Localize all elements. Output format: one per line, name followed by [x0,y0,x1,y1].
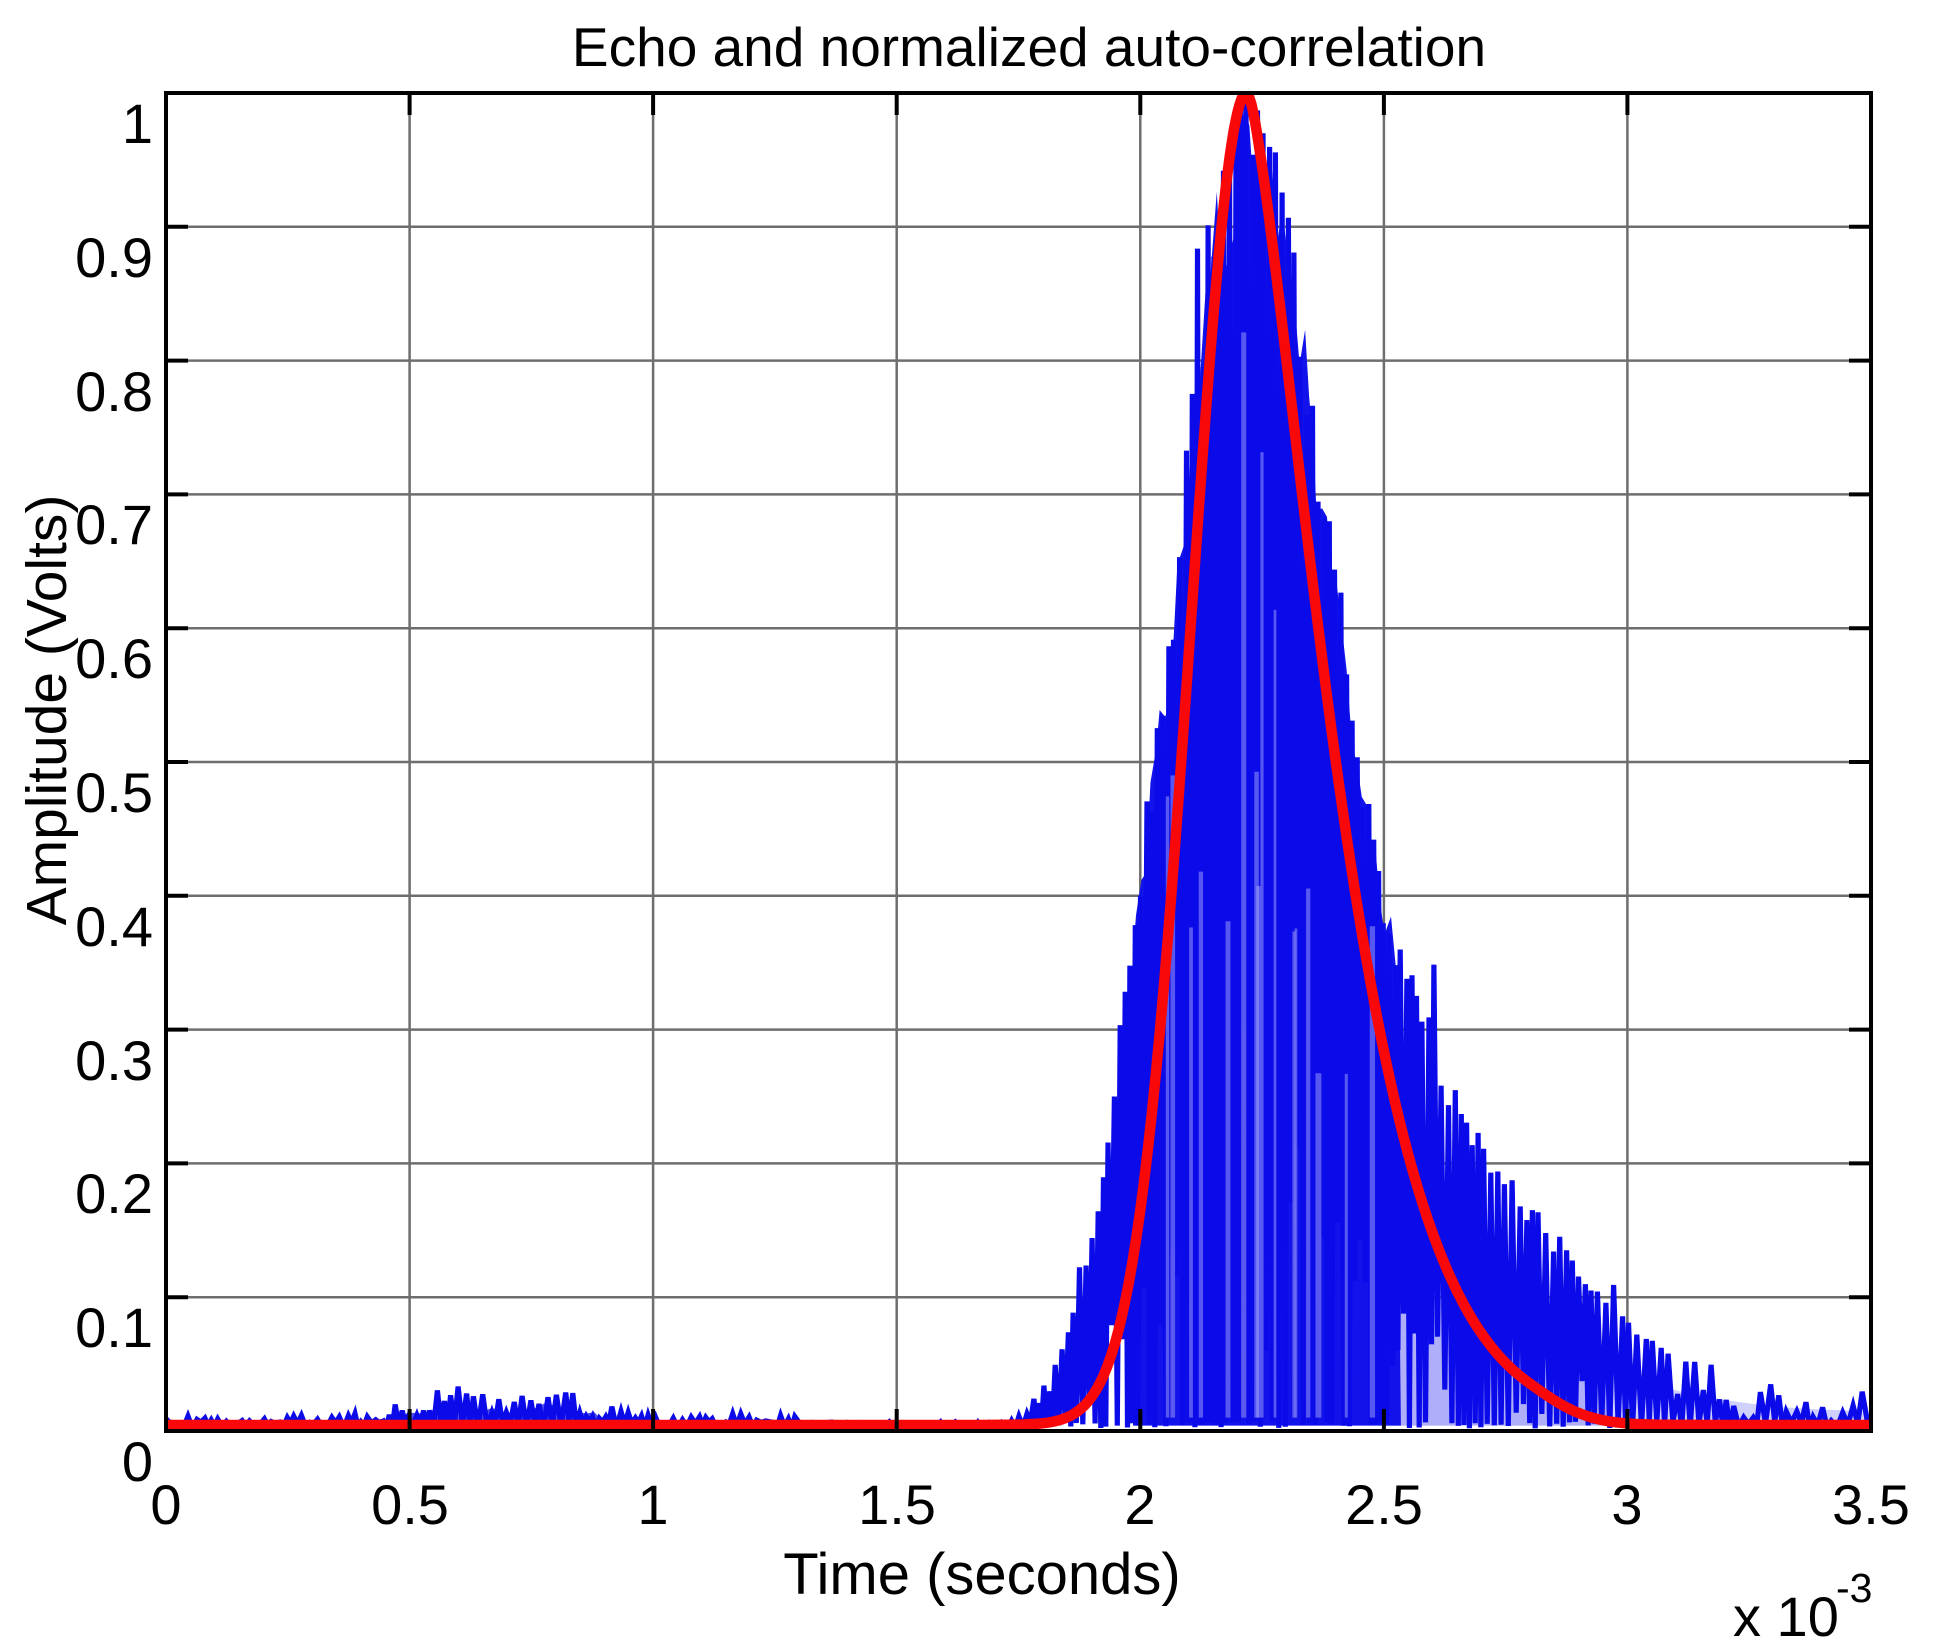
svg-text:0.9: 0.9 [75,226,153,289]
svg-text:3.5: 3.5 [1832,1473,1910,1536]
svg-text:0: 0 [122,1430,153,1493]
svg-text:Time (seconds): Time (seconds) [783,1542,1181,1607]
svg-text:0.1: 0.1 [75,1296,153,1359]
svg-text:0.5: 0.5 [75,761,153,824]
svg-text:2: 2 [1124,1473,1155,1536]
svg-text:1.5: 1.5 [858,1473,936,1536]
svg-text:2.5: 2.5 [1345,1473,1423,1536]
svg-text:x 10: x 10 [1733,1585,1839,1648]
svg-text:-3: -3 [1836,1565,1872,1611]
svg-text:0.2: 0.2 [75,1162,153,1225]
svg-text:0.5: 0.5 [371,1473,449,1536]
svg-text:Amplitude (Volts): Amplitude (Volts) [15,495,79,926]
svg-text:0: 0 [150,1473,181,1536]
svg-text:0.4: 0.4 [75,895,153,958]
svg-text:Echo and normalized auto-corre: Echo and normalized auto-correlation [572,16,1486,78]
svg-text:0.3: 0.3 [75,1029,153,1092]
svg-text:0.8: 0.8 [75,360,153,423]
svg-text:3: 3 [1611,1473,1642,1536]
svg-text:1: 1 [637,1473,668,1536]
svg-text:1: 1 [122,92,153,155]
svg-text:0.6: 0.6 [75,627,153,690]
svg-text:0.7: 0.7 [75,493,153,556]
